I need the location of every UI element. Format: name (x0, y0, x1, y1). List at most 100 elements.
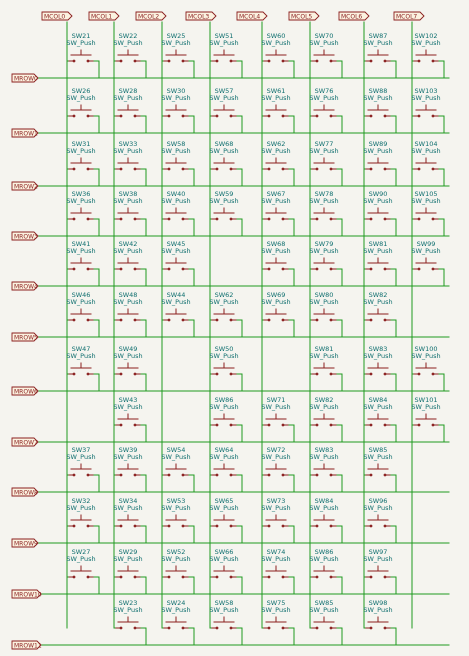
switch-value: SW_Push (113, 94, 142, 102)
switch-value: SW_Push (261, 197, 290, 205)
switch-ref: SW99 (417, 240, 436, 248)
switch-value: SW_Push (363, 247, 392, 255)
switch-ref: SW69 (267, 291, 286, 299)
switch-ref: SW64 (215, 446, 234, 454)
switch-value: SW_Push (66, 504, 95, 512)
switch-ref: SW52 (167, 548, 186, 556)
switch-ref: SW33 (119, 140, 138, 148)
switch-ref: SW21 (72, 32, 91, 40)
switch-value: SW_Push (363, 403, 392, 411)
switch-value: SW_Push (113, 453, 142, 461)
switch-value: SW_Push (309, 147, 338, 155)
switch-ref: SW82 (315, 396, 334, 404)
switch-value: SW_Push (309, 504, 338, 512)
svg-text:MROW5: MROW5 (14, 335, 38, 342)
switch-ref: SW59 (215, 190, 234, 198)
switch-value: SW_Push (113, 147, 142, 155)
row-label-mrow3: MROW3 (11, 231, 39, 241)
switch-value: SW_Push (309, 197, 338, 205)
column-label-mcol4: MCOL4 (236, 11, 268, 21)
switch-ref: SW58 (215, 599, 234, 607)
switch-ref: SW90 (369, 190, 388, 198)
switch-value: SW_Push (363, 197, 392, 205)
switch-value: SW_Push (309, 352, 338, 360)
switch-value: SW_Push (66, 453, 95, 461)
svg-text:MROW1: MROW1 (14, 131, 38, 138)
switch-value: SW_Push (113, 403, 142, 411)
switch-value: SW_Push (209, 453, 238, 461)
switch-ref: SW68 (267, 240, 286, 248)
switch-value: SW_Push (209, 352, 238, 360)
switch-ref: SW70 (315, 32, 334, 40)
switch-ref: SW62 (267, 140, 286, 148)
switch-value: SW_Push (363, 504, 392, 512)
svg-text:MROW2: MROW2 (14, 184, 38, 191)
switch-ref: SW75 (267, 599, 286, 607)
switch-value: SW_Push (66, 298, 95, 306)
svg-text:MROW10: MROW10 (14, 592, 42, 599)
row-label-mrow0: MROW0 (11, 73, 39, 83)
switch-value: SW_Push (411, 247, 440, 255)
switch-ref: SW37 (72, 446, 91, 454)
switch-value: SW_Push (363, 147, 392, 155)
switch-ref: SW73 (267, 497, 286, 505)
svg-text:MROW9: MROW9 (14, 541, 38, 548)
switch-value: SW_Push (309, 606, 338, 614)
switch-value: SW_Push (113, 504, 142, 512)
switch-ref: SW104 (415, 140, 438, 148)
switch-ref: SW83 (315, 446, 334, 454)
switch-value: SW_Push (161, 504, 190, 512)
switch-ref: SW74 (267, 548, 286, 556)
switch-value: SW_Push (261, 247, 290, 255)
switch-ref: SW84 (315, 497, 334, 505)
switch-ref: SW100 (415, 345, 438, 353)
column-label-mcol1: MCOL1 (88, 11, 120, 21)
switch-ref: SW30 (167, 87, 186, 95)
svg-text:MCOL3: MCOL3 (188, 14, 209, 21)
switch-ref: SW103 (415, 87, 438, 95)
switch-ref: SW40 (167, 190, 186, 198)
row-label-mrow8: MROW8 (11, 487, 39, 497)
switch-value: SW_Push (161, 197, 190, 205)
switch-value: SW_Push (309, 453, 338, 461)
svg-text:MROW4: MROW4 (14, 284, 38, 291)
switch-ref: SW86 (315, 548, 334, 556)
switch-ref: SW41 (72, 240, 91, 248)
switch-value: SW_Push (411, 147, 440, 155)
switch-value: SW_Push (209, 504, 238, 512)
switch-value: SW_Push (66, 94, 95, 102)
column-label-mcol7: MCOL7 (393, 11, 425, 21)
switch-ref: SW68 (215, 140, 234, 148)
